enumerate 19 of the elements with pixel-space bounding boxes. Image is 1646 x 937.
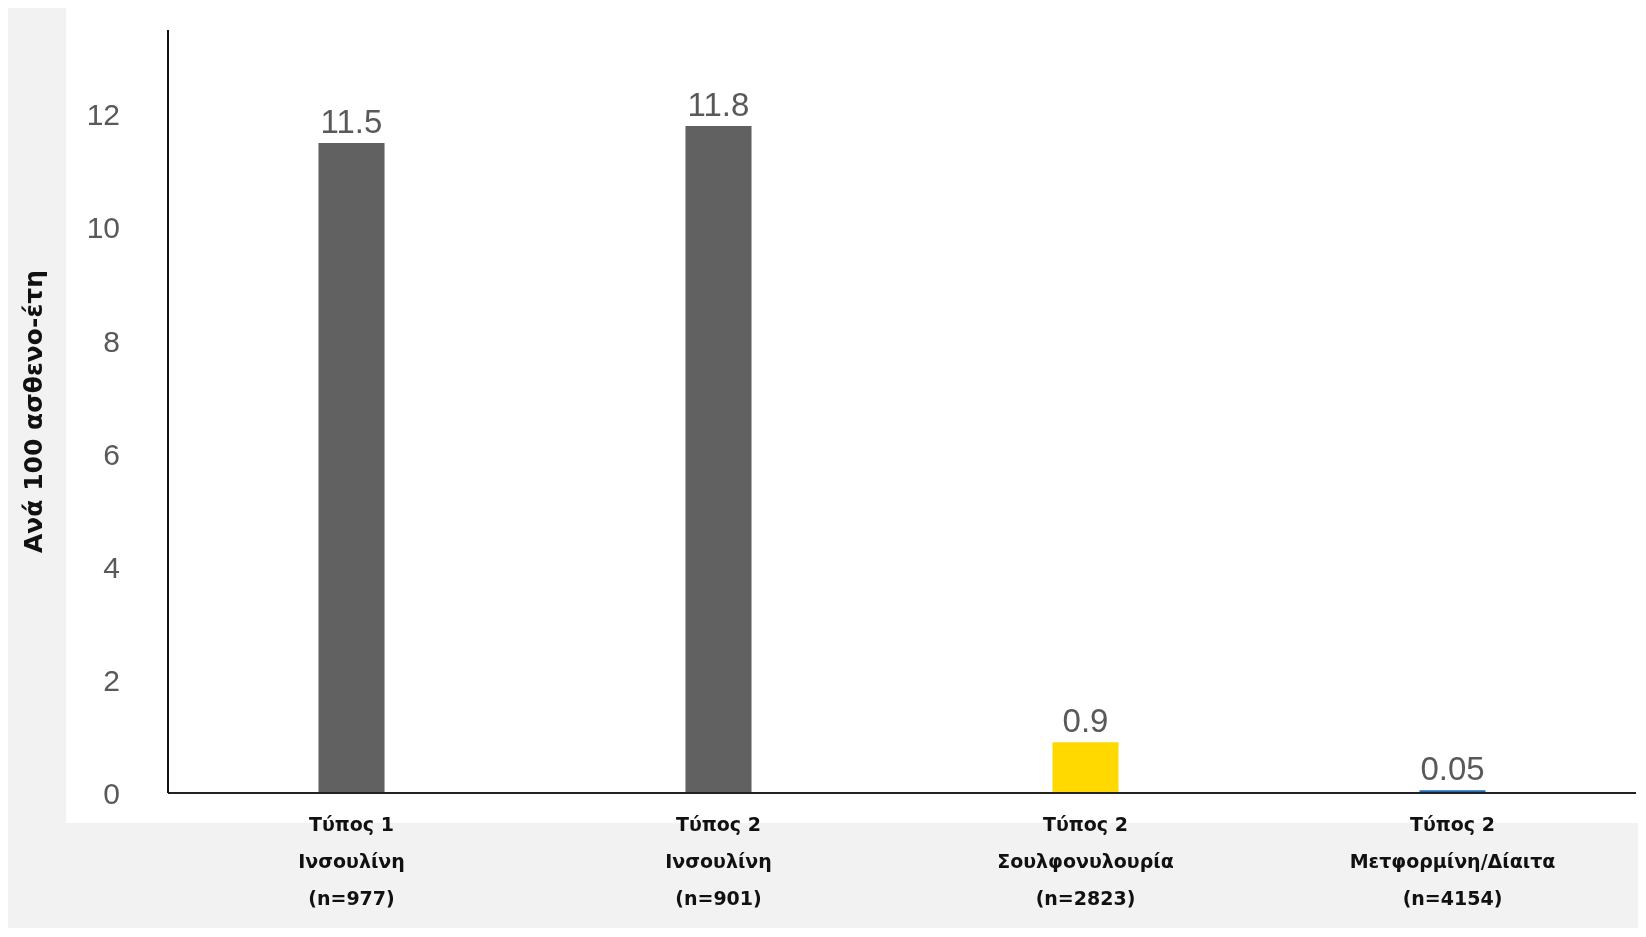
y-tick-label: 0	[103, 776, 120, 810]
y-tick-label: 6	[103, 437, 120, 471]
data-label: 0.9	[1062, 702, 1109, 740]
bar	[318, 143, 385, 793]
y-axis-title: Ανά 100 ασθενο-έτη	[18, 269, 48, 554]
x-tick-label: Τύπος 2 Σουλφονυλουρία (n=2823)	[997, 813, 1174, 909]
y-tick-label: 8	[103, 324, 120, 358]
data-label: 11.8	[687, 86, 750, 124]
data-label: 0.05	[1420, 750, 1485, 788]
x-tick-label: Τύπος 2 Μετφορμίνη/Δίαιτα (n=4154)	[1349, 813, 1556, 909]
bar	[1052, 742, 1119, 793]
data-label: 11.5	[320, 103, 383, 141]
x-tick-label: Τύπος 2 Ινσουλίνη (n=901)	[665, 813, 772, 909]
y-tick-label: 12	[86, 98, 120, 132]
x-tick-label: Τύπος 1 Ινσουλίνη (n=977)	[298, 813, 405, 909]
y-tick-label: 2	[103, 663, 120, 697]
y-tick-label: 4	[103, 550, 120, 584]
bar	[685, 126, 752, 793]
y-tick-label: 10	[86, 211, 120, 245]
